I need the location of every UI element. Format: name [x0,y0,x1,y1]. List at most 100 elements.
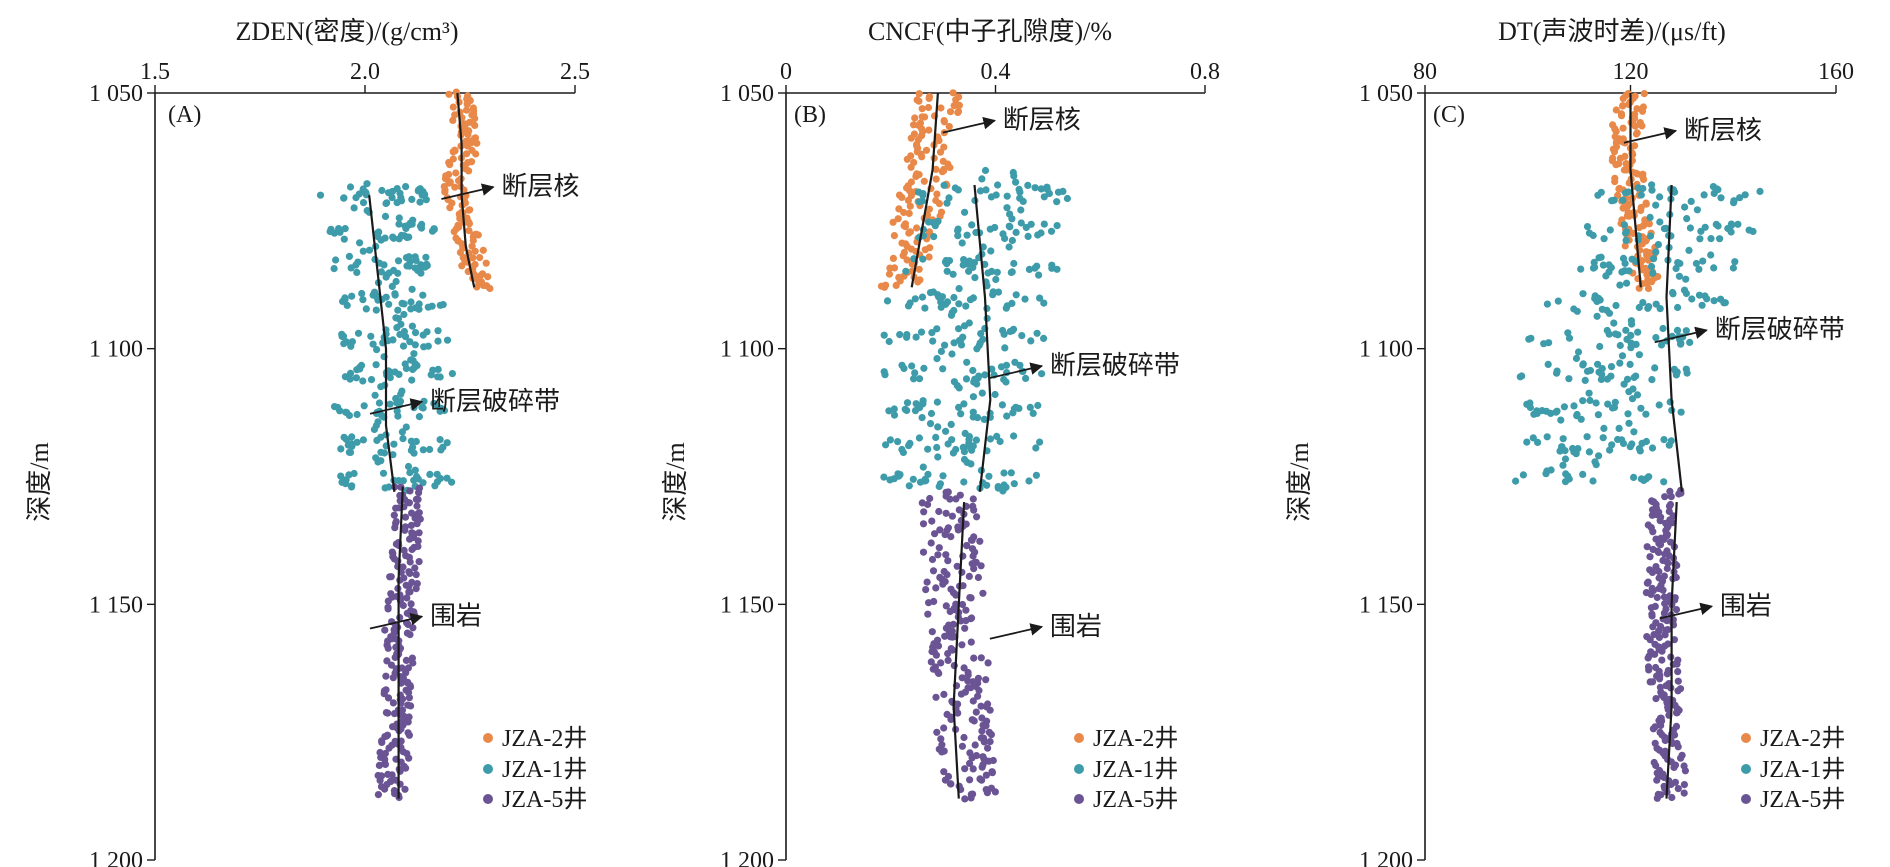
data-point-jza5 [407,521,415,530]
data-point-jza1 [972,436,981,444]
data-point-jza2 [482,259,490,267]
data-point-jza1 [337,472,345,480]
legend-label-jza1: JZA-1井 [502,756,587,783]
data-point-jza1 [1644,304,1652,312]
data-point-jza1 [1570,402,1578,410]
data-point-jza5 [918,499,926,507]
data-point-jza5 [390,710,399,718]
data-point-jza5 [384,605,392,613]
data-point-jza1 [395,214,403,222]
data-point-jza1 [918,293,927,301]
data-point-jza2 [1642,200,1650,208]
data-point-jza1 [1022,374,1030,382]
data-point-jza2 [890,232,899,240]
data-point-jza2 [913,224,921,232]
data-point-jza1 [903,406,911,415]
data-point-jza1 [1695,265,1703,273]
data-point-jza1 [1561,455,1570,463]
data-point-jza1 [1645,473,1653,481]
data-point-jza1 [353,410,361,419]
data-point-jza1 [406,469,414,477]
data-point-jza1 [1594,411,1602,419]
data-point-jza1 [1022,223,1030,232]
data-point-jza1 [1650,255,1658,263]
data-point-jza1 [1716,235,1724,243]
data-point-jza1 [950,293,958,302]
data-point-jza1 [932,433,940,441]
data-point-jza5 [978,727,986,735]
data-point-jza1 [1579,290,1587,298]
data-point-jza5 [935,544,943,552]
data-point-jza1 [919,255,927,263]
data-point-jza1 [394,412,402,420]
data-point-jza2 [912,172,920,180]
data-point-jza1 [1618,352,1627,360]
data-point-jza1 [917,328,926,336]
data-point-jza5 [927,539,935,547]
y-tick-label: 1 150 [720,592,774,618]
data-point-jza1 [1654,241,1662,249]
data-point-jza2 [918,153,926,161]
panel-c-legend: JZA-2井 JZA-1井 JZA-5井 [1741,725,1845,813]
data-point-jza1 [1625,388,1633,396]
data-point-jza2 [903,155,911,163]
legend-label-jza5: JZA-5井 [502,786,587,813]
data-point-jza1 [340,194,348,202]
data-point-jza1 [1010,172,1018,180]
data-point-jza1 [911,369,919,377]
data-point-jza1 [1012,291,1020,299]
data-point-jza5 [938,748,946,756]
data-point-jza1 [1024,181,1032,189]
data-point-jza1 [962,302,970,310]
data-point-jza1 [1573,410,1581,419]
data-point-jza1 [908,362,916,370]
data-point-jza2 [946,108,955,116]
data-point-jza1 [426,470,434,478]
data-point-jza1 [1040,220,1048,228]
data-point-jza1 [417,269,425,277]
data-point-jza2 [1619,124,1627,132]
data-point-jza1 [443,439,451,447]
data-point-jza1 [941,341,949,349]
data-point-jza1 [1592,461,1600,469]
data-point-jza5 [960,733,968,742]
data-point-jza1 [1007,469,1015,477]
data-point-jza1 [386,374,394,382]
data-point-jza5 [1646,678,1654,686]
data-point-jza5 [1643,579,1651,587]
data-point-jza1 [390,440,398,448]
data-point-jza1 [1648,181,1656,189]
data-point-jza1 [407,437,415,445]
data-point-jza1 [430,399,438,407]
data-point-jza5 [937,735,945,743]
data-point-jza1 [353,438,361,446]
data-point-jza1 [434,337,442,345]
data-point-jza2 [1631,122,1639,130]
data-point-jza1 [1559,461,1567,469]
data-point-jza5 [402,656,410,665]
data-point-jza2 [1644,284,1653,293]
data-point-jza5 [1674,677,1682,685]
data-point-jza1 [1621,189,1630,197]
data-point-jza1 [1000,469,1008,477]
data-point-jza1 [886,476,894,484]
data-point-jza5 [984,659,992,667]
data-point-jza1 [1656,218,1664,226]
y-tick-label: 1 100 [720,337,774,363]
data-point-jza1 [1686,224,1694,232]
data-point-jza5 [967,536,976,544]
data-point-jza1 [431,482,439,490]
x-tick-label: 0 [780,59,792,85]
data-point-jza2 [479,246,487,254]
data-point-jza5 [1646,553,1654,561]
data-point-jza5 [977,654,985,662]
data-point-jza2 [465,227,473,235]
data-point-jza1 [412,256,420,264]
data-point-jza1 [1683,215,1691,223]
data-point-jza1 [411,329,420,337]
data-point-jza1 [386,400,394,408]
panel-a-title: ZDEN(密度)/(g/cm³) [236,17,459,46]
legend-label-jza1: JZA-1井 [1760,756,1845,783]
data-point-jza5 [389,699,397,707]
data-point-jza1 [1741,191,1749,199]
